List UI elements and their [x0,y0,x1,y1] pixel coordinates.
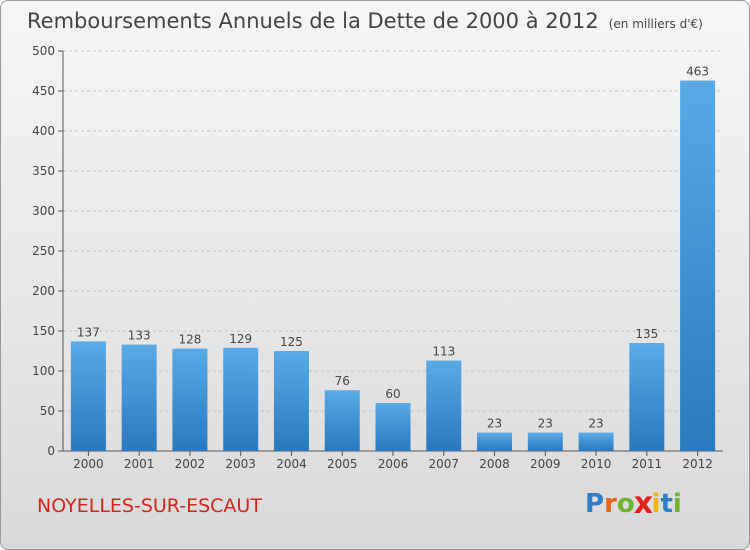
unit-note: (en milliers d'€) [608,17,703,31]
logo-letter: r [604,489,617,519]
bar-2012 [680,80,716,451]
data-labels: 137 133 128 129 125 76 60 113 23 23 23 135 463 [77,65,709,431]
x-tick-label-2006: 2006 [378,457,409,471]
x-tick-label-2009: 2009 [530,457,561,471]
logo-letter: i [651,489,661,519]
bar-2001 [121,344,157,451]
bar-2010 [578,432,614,451]
bars [70,80,716,451]
x-tick-labels: 2000 2001 2002 2003 2004 2005 2006 2007 2008 2009… [73,457,713,471]
y-tick-label: 100 [32,364,55,378]
bar-2006 [375,403,411,451]
chart-title-text: Remboursements Annuels de la Dette de 20… [27,9,599,33]
y-tick-label: 50 [40,404,55,418]
data-label-2004: 125 [280,335,303,349]
logo-letter: P [585,489,605,519]
x-tick-label-2012: 2012 [682,457,713,471]
x-tick-label-2008: 2008 [479,457,510,471]
data-label-2012: 463 [686,65,709,79]
y-tick-label: 250 [32,244,55,258]
data-label-2008: 23 [487,417,502,431]
bar-2005 [324,390,360,451]
y-tick-label: 200 [32,284,55,298]
data-label-2005: 76 [335,374,350,388]
grid-lines [63,50,723,412]
data-label-2010: 23 [588,417,603,431]
bar-2002 [172,348,208,451]
x-tick-label-2004: 2004 [276,457,307,471]
data-label-2000: 137 [77,325,100,339]
y-tick-label: 450 [32,84,55,98]
logo-letter: o [616,489,635,519]
y-tick-label: 400 [32,124,55,138]
chart-title: Remboursements Annuels de la Dette de 20… [27,9,703,33]
x-tick-label-2007: 2007 [428,457,459,471]
data-label-2002: 128 [178,333,201,347]
bar-2000 [70,341,106,451]
y-tick-labels: 0 50 100 150 200 250 300 350 400 450 500 [32,44,55,458]
bar-2007 [426,360,462,451]
data-label-2009: 23 [538,417,553,431]
data-label-2006: 60 [385,387,400,401]
town-name: NOYELLES-SUR-ESCAUT [37,495,262,517]
data-label-2011: 135 [635,327,658,341]
bar-2011 [629,343,665,451]
logo-letter: t [660,489,673,519]
y-tick-label: 500 [32,44,55,58]
bar-2009 [527,432,563,451]
data-label-2007: 113 [432,345,455,359]
y-tick-label: 150 [32,324,55,338]
bar-2008 [477,432,513,451]
x-tick-label-2010: 2010 [581,457,612,471]
bar-2004 [273,351,309,451]
x-tick-label-2002: 2002 [175,457,206,471]
logo-letter: x [633,486,653,522]
x-tick-label-2011: 2011 [632,457,663,471]
logo-letter: i [672,489,682,519]
data-label-2003: 129 [229,332,252,346]
data-label-2001: 133 [128,329,151,343]
x-tick-label-2000: 2000 [73,457,104,471]
y-tick-label: 300 [32,204,55,218]
x-tick-label-2001: 2001 [124,457,155,471]
y-tick-label: 0 [47,444,55,458]
x-tick-label-2005: 2005 [327,457,358,471]
y-tick-label: 350 [32,164,55,178]
proxiti-logo: Proxiti [585,486,682,522]
bar-2003 [223,347,259,451]
x-tick-label-2003: 2003 [225,457,256,471]
